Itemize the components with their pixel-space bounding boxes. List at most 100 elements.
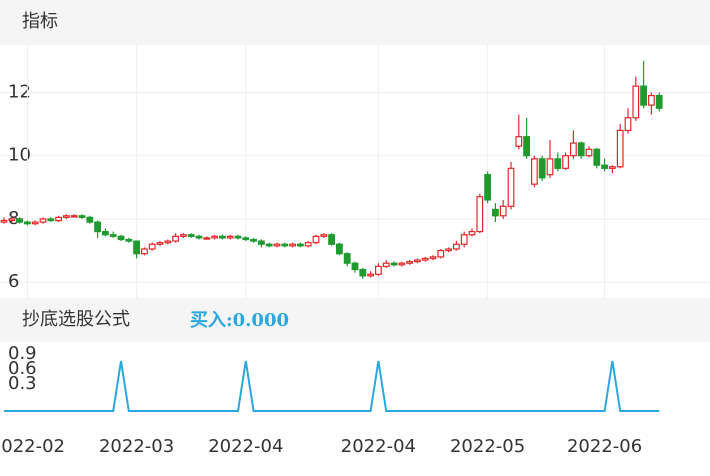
candle-body [375,265,382,275]
candle-body [647,94,655,106]
candle-body [632,85,640,119]
indicator-title: 抄底选股公式 [22,309,130,330]
candle-body [437,249,445,258]
candle-body [187,234,195,237]
y-tick-label: 0.9 [8,343,37,364]
candle-body [453,243,460,250]
candle-body [156,242,164,245]
candle-body [289,243,296,247]
candle-body [616,129,624,168]
candle-body [226,235,234,239]
candle-body [546,158,554,176]
candle-body [382,262,390,267]
candle-body [16,218,23,223]
candle-body [133,240,141,255]
y-tick-label: 0.3 [8,373,37,394]
candle-body [359,268,367,277]
candle-body [429,256,437,260]
candle-body [234,235,242,239]
candle-body [281,243,289,247]
candle-body [507,167,515,207]
candle-body [195,235,203,239]
candle-body [538,158,546,179]
y-tick-label: 0.6 [8,358,37,379]
candle-body [172,235,180,242]
x-tick-label: 2022-02 [0,436,65,457]
candle-body [367,273,374,277]
candle-body [39,218,47,223]
candle-body [164,240,172,244]
candle-body [62,215,70,218]
candle-body [336,243,343,255]
candle-body [47,218,55,222]
candle-body [608,166,616,169]
candle-body [577,142,585,157]
candle-body [554,158,562,169]
candle-body [492,208,499,217]
candle-body [624,117,632,131]
candle-body [476,196,484,233]
candle-body [304,242,312,247]
candle-body [101,230,109,236]
candle-body [70,215,78,218]
x-tick-label: 2022-03 [99,436,174,457]
candle-body [601,164,608,169]
candle-body [31,221,39,225]
candle-body [640,85,647,106]
header-bar [0,0,710,45]
candle-body [569,142,577,157]
candle-body [0,219,8,223]
candle-body [445,248,452,252]
candle-body [258,240,265,245]
candle-body [343,253,351,264]
candle-body [468,230,476,236]
y-tick-label: 6 [8,271,19,292]
candle-body [312,235,320,244]
candle-body [515,136,523,147]
candle-body [117,235,125,241]
candle-body [219,235,226,239]
candle-body [203,237,211,240]
x-tick-label: 2022-05 [450,436,525,457]
x-tick-label: 2022-04 [208,436,283,457]
candle-body [297,243,304,247]
candle-body [406,261,413,264]
candle-body [94,221,102,233]
y-tick-label: 10 [8,145,31,166]
candle-body [499,205,507,217]
candle-body [460,234,468,245]
indicator-readout: 买入:0.000 [190,310,289,331]
candle-body [523,136,530,157]
candle-body [328,234,335,245]
candle-body [180,234,187,237]
candle-body [484,174,491,201]
x-tick-label: 2022-04 [341,436,416,457]
y-tick-label: 12 [8,81,31,102]
candle-body [320,234,328,237]
candle-body [414,259,421,263]
sub-header-bar [0,298,710,342]
candle-body [141,248,148,255]
candle-body [125,238,133,242]
candle-body [109,234,117,237]
candle-body [593,148,601,166]
header-title: 指标 [22,11,58,32]
candle-body [78,215,86,218]
candle-body [390,262,398,266]
candle-body [211,235,219,239]
candle-body [398,262,406,266]
candle-body [421,257,429,261]
candle-body [655,94,663,109]
candle-body [562,155,569,169]
candle-body [530,158,538,185]
candle-body [24,221,31,225]
candle-body [585,148,593,157]
signal-line [4,360,660,412]
candle-body [265,243,273,247]
candle-body [8,218,16,222]
x-tick-label: 2022-06 [567,436,642,457]
candle-body [242,237,250,241]
candle-body [148,243,156,250]
